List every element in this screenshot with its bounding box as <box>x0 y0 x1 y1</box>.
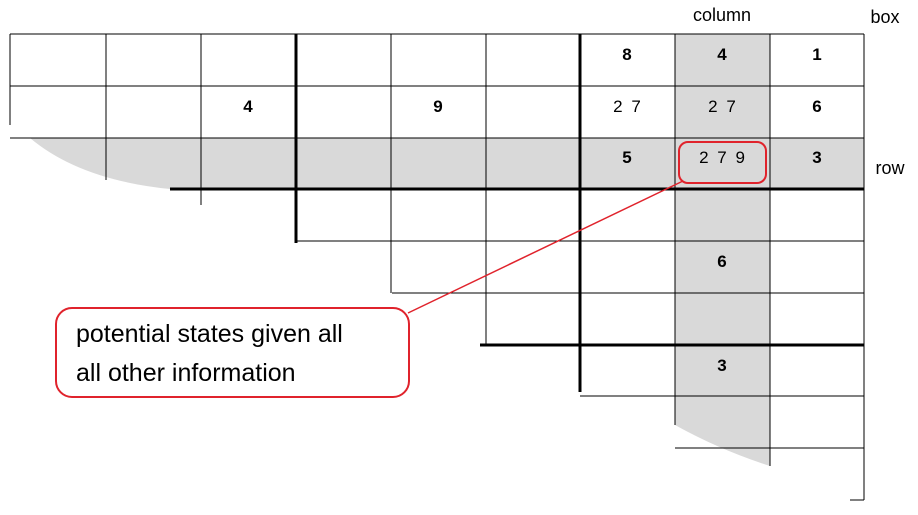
cell-r3c9: 3 <box>812 148 821 167</box>
cell-r5c8: 6 <box>717 252 726 271</box>
row-highlight <box>30 138 864 189</box>
box-borders <box>170 34 864 392</box>
cell-r2c5: 9 <box>433 97 442 116</box>
cell-r1c8: 4 <box>717 45 727 64</box>
grid-lines <box>9 33 865 501</box>
cell-r2c7: 2 7 <box>613 97 643 116</box>
cell-r1c7: 8 <box>622 45 631 64</box>
cell-r3c7: 5 <box>622 148 631 167</box>
callout-connector <box>407 180 684 314</box>
cell-r3c8: 2 7 9 <box>699 148 747 167</box>
callout-box <box>55 307 410 398</box>
callout-line2: all other information <box>76 359 296 387</box>
column-label: column <box>693 5 751 25</box>
cell-r2c3: 4 <box>243 97 253 116</box>
cell-r7c8: 3 <box>717 356 726 375</box>
cell-r2c8: 2 7 <box>708 97 738 116</box>
row-label: row <box>875 158 905 178</box>
cell-values: 8 4 1 4 9 2 7 2 7 6 5 2 7 9 3 6 3 <box>243 45 821 375</box>
callout-line1: potential states given all <box>76 320 343 348</box>
candidate-highlight <box>678 141 767 184</box>
cell-r2c9: 6 <box>812 97 821 116</box>
cell-r1c9: 1 <box>812 45 821 64</box>
box-label: box <box>870 7 899 27</box>
